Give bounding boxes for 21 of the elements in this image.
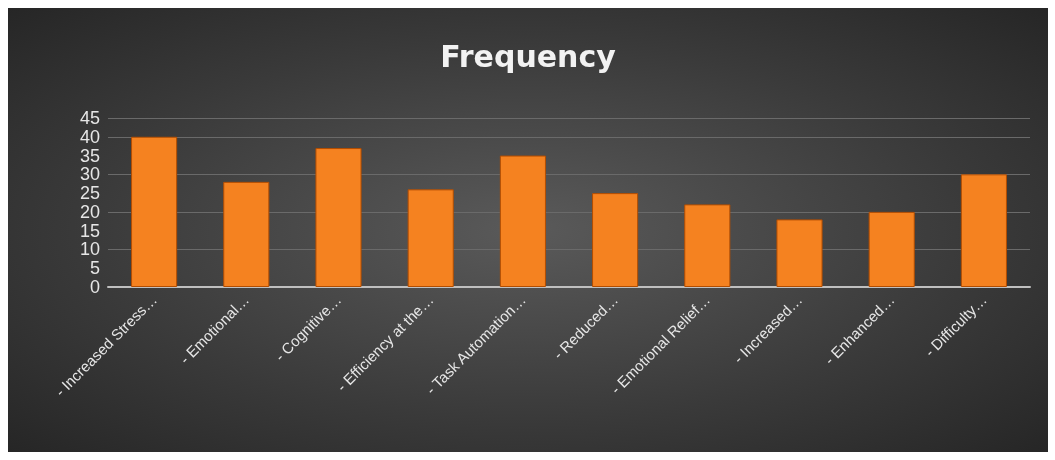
y-tick-label: 40: [79, 126, 100, 147]
bar: [868, 211, 915, 287]
bar: [684, 204, 731, 287]
bar: [960, 174, 1007, 287]
y-tick-label: 30: [79, 164, 100, 185]
bar: [407, 189, 454, 287]
bar: [223, 181, 270, 287]
y-tick-label: 15: [79, 220, 100, 241]
y-tick-label: 0: [89, 277, 100, 297]
y-tick-label: 45: [79, 108, 100, 128]
bar: [776, 219, 823, 287]
y-tick-label: 35: [79, 145, 100, 166]
bar: [131, 136, 178, 287]
bar: [592, 193, 639, 287]
y-tick-label: 25: [79, 183, 100, 204]
bar: [499, 155, 546, 287]
chart-title: Frequency: [440, 38, 617, 74]
y-tick-label: 10: [79, 239, 100, 260]
y-tick-label: 5: [89, 258, 100, 279]
y-tick-label: 20: [79, 201, 100, 222]
bar: [315, 148, 362, 287]
